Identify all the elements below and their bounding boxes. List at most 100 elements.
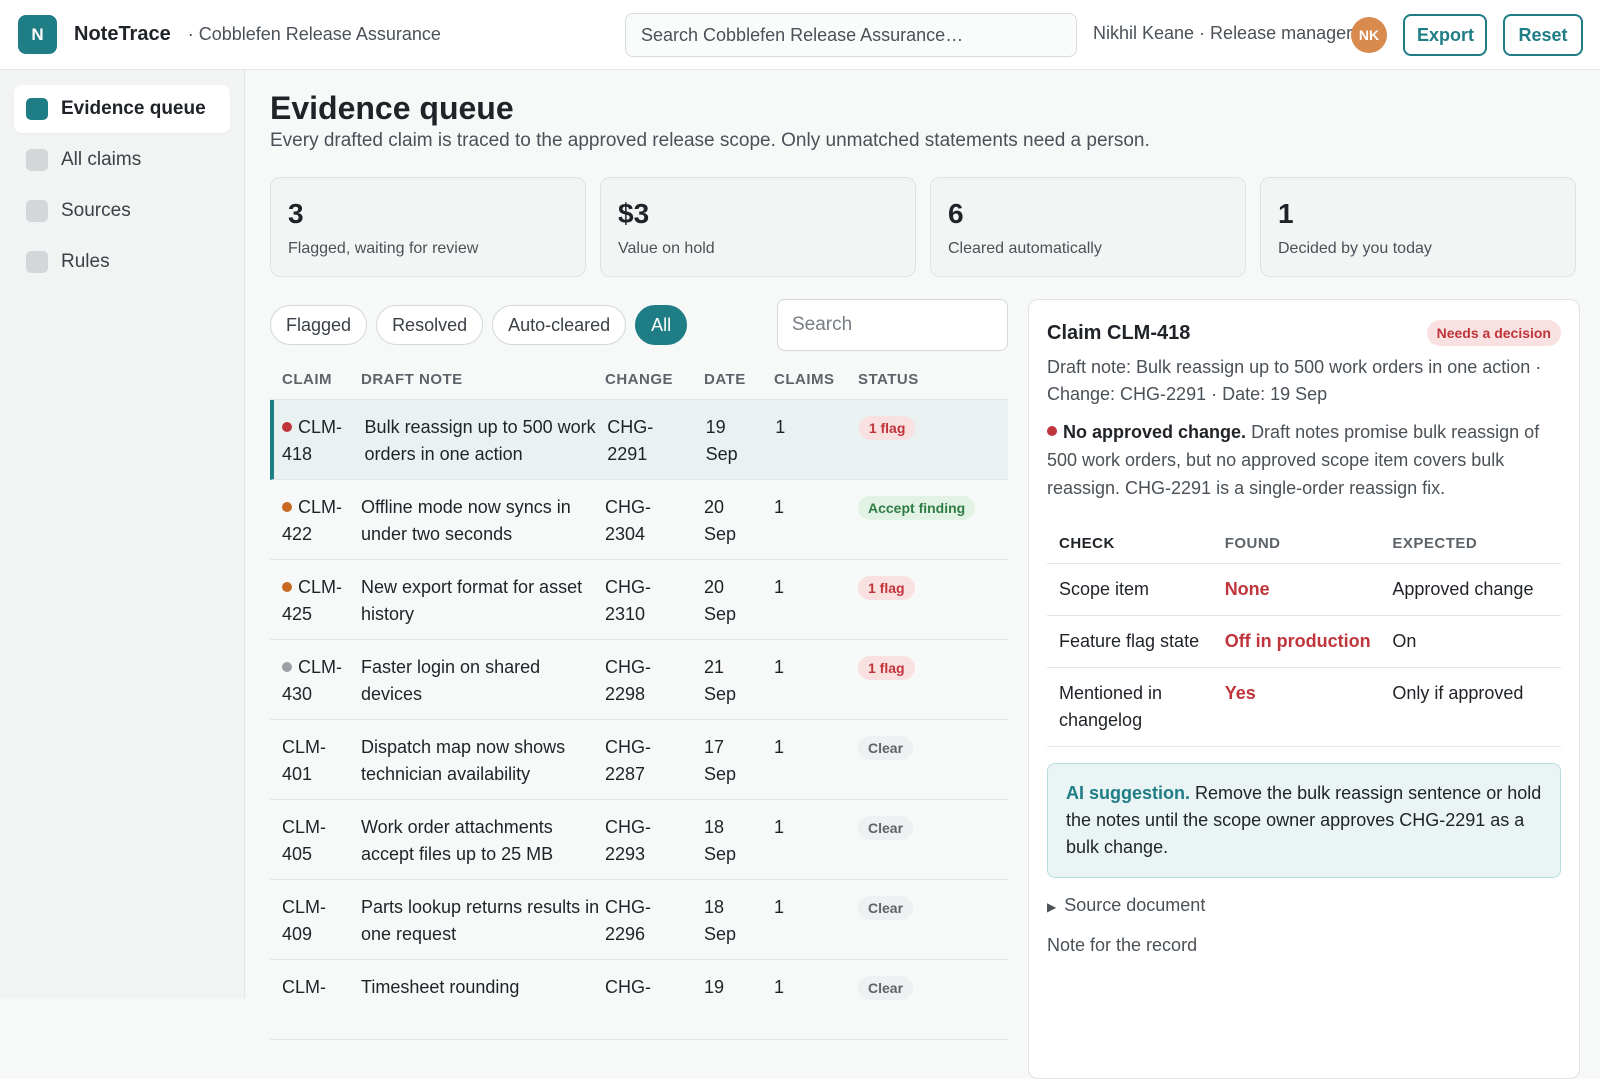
col-status[interactable]: STATUS: [858, 371, 919, 388]
col-draft-note[interactable]: DRAFT NOTE: [361, 371, 463, 388]
claim-date: 21 Sep: [704, 654, 774, 719]
col-date[interactable]: DATE: [704, 371, 746, 388]
filter-auto-cleared[interactable]: Auto-cleared: [492, 305, 627, 345]
date-day: 18: [704, 817, 725, 837]
sidebar-item-sources[interactable]: Sources: [14, 187, 230, 235]
date-day: 18: [704, 897, 725, 917]
stats-row: 3 Flagged, waiting for review $3 Value o…: [270, 177, 1576, 277]
page-subtitle: Every drafted claim is traced to the app…: [270, 130, 1150, 151]
claim-id: CLM- 422: [270, 494, 361, 559]
claim-date: 20 Sep: [704, 494, 774, 559]
change-id-part: 2287: [605, 764, 646, 784]
table-row[interactable]: CLM- 430 Faster login on shared devices CHG…: [270, 640, 1008, 720]
claim-date: 19 Sep: [706, 414, 776, 479]
avatar[interactable]: NK: [1351, 17, 1387, 53]
ai-suggestion: AI suggestion. Remove the bulk reassign …: [1047, 763, 1561, 878]
date-day: 17: [704, 737, 725, 757]
claim-id-part: 405: [282, 844, 313, 864]
claim-id: CLM-: [270, 974, 361, 1039]
export-button[interactable]: Export: [1403, 14, 1487, 56]
claim-id: CLM- 401: [270, 734, 361, 799]
check-name: Scope item: [1059, 579, 1150, 599]
filter-resolved[interactable]: Resolved: [376, 305, 484, 345]
change-id-part: 2296: [605, 924, 646, 944]
check-name: Mentioned in changelog: [1059, 683, 1163, 730]
global-search-input[interactable]: [625, 13, 1077, 57]
source-document-label: Source document: [1064, 895, 1206, 915]
claim-detail-panel: Claim CLM-418 Needs a decision Draft not…: [1028, 299, 1580, 1079]
col-claim[interactable]: CLAIM: [282, 371, 332, 388]
claim-id-part: CLM-: [282, 977, 326, 997]
workspace-name: · Cobblefen Release Assurance: [187, 24, 441, 44]
claim-id-part: CLM-: [298, 577, 342, 597]
user-label: Nikhil Keane · Release manager: [1093, 23, 1353, 43]
sidebar-item-label: Evidence queue: [61, 98, 206, 119]
status-cell: 1 flag: [858, 654, 1008, 719]
col-expected: EXPECTED: [1392, 535, 1478, 552]
draft-note: Work order attachments accept files up t…: [361, 817, 554, 864]
claim-id-part: CLM-: [298, 497, 342, 517]
sidebar-item-all-claims[interactable]: All claims: [14, 136, 230, 184]
draft-note: Parts lookup returns results in one requ…: [361, 897, 600, 944]
change-id: CHG-: [605, 974, 704, 1039]
sidebar-item-label: All claims: [61, 149, 142, 170]
table-search-input[interactable]: [777, 299, 1008, 351]
checks-header: CHECK FOUND EXPECTED: [1047, 524, 1561, 564]
table-row[interactable]: CLM- 425 New export format for asset histo…: [270, 560, 1008, 640]
table-row[interactable]: CLM- 409 Parts lookup returns results in o…: [270, 880, 1008, 960]
change-id-part: 2291: [607, 444, 648, 464]
change-id-part: 2304: [605, 524, 646, 544]
nav-square-icon: [26, 200, 48, 222]
stat-value: $3: [618, 198, 650, 229]
date-day: 19: [704, 977, 725, 997]
change-id: CHG- 2287: [605, 734, 704, 799]
detail-title: Claim CLM-418: [1047, 321, 1191, 344]
change-id: CHG- 2293: [605, 814, 704, 879]
status-badge: Needs a decision: [1426, 320, 1561, 346]
status-cell: Clear: [858, 734, 1008, 799]
claim-id: CLM- 425: [270, 574, 361, 639]
reset-button[interactable]: Reset: [1503, 14, 1583, 56]
sidebar-item-evidence-queue[interactable]: Evidence queue: [14, 85, 230, 133]
status-badge: Clear: [858, 976, 914, 1000]
date-day: 21: [704, 657, 725, 677]
date-month: Sep: [704, 524, 737, 544]
filter-flagged[interactable]: Flagged: [270, 305, 368, 345]
draft-note: Offline mode now syncs in under two seco…: [361, 497, 571, 544]
detail-header: Claim CLM-418 Needs a decision: [1047, 320, 1561, 346]
detail-finding: No approved change. Draft notes promise …: [1047, 418, 1561, 502]
change-id: CHG- 2291: [607, 414, 705, 479]
claims-count: 1: [775, 417, 786, 437]
table-row[interactable]: CLM- Timesheet rounding CHG- 19 1 Clear: [270, 960, 1008, 1040]
table-row[interactable]: CLM- 405 Work order attachments accept fil…: [270, 800, 1008, 880]
checks-table: CHECK FOUND EXPECTED Scope item None App…: [1047, 524, 1561, 747]
table-row[interactable]: CLM- 401 Dispatch map now shows technician…: [270, 720, 1008, 800]
filter-all[interactable]: All: [635, 305, 688, 345]
status-cell: Clear: [858, 974, 1008, 1039]
source-document-toggle[interactable]: ▶ Source document: [1047, 895, 1561, 916]
nav-square-icon: [26, 251, 48, 273]
draft-note: Faster login on shared devices: [361, 657, 541, 704]
stat-label: Decided by you today: [1278, 240, 1432, 257]
col-change[interactable]: CHANGE: [605, 371, 674, 388]
status-badge: Accept finding: [858, 496, 976, 520]
date-day: 19: [705, 417, 726, 437]
status-cell: 1 flag: [858, 414, 1008, 479]
claim-id-part: 401: [282, 764, 313, 784]
col-claims[interactable]: CLAIMS: [774, 371, 835, 388]
status-badge: 1 flag: [858, 576, 915, 600]
claim-id-part: 422: [282, 524, 313, 544]
table-row[interactable]: CLM- 418 Bulk reassign up to 500 work orde…: [270, 400, 1008, 480]
claims-count: 1: [774, 817, 785, 837]
check-row: Feature flag state Off in production On: [1047, 616, 1561, 668]
claim-id-part: 430: [282, 684, 313, 704]
date-day: 20: [704, 577, 725, 597]
draft-note: Timesheet rounding: [361, 977, 520, 997]
sidebar-item-rules[interactable]: Rules: [14, 238, 230, 286]
finding-text: Draft notes promise bulk reassign of 500…: [1047, 422, 1540, 498]
table-header: CLAIM DRAFT NOTE CHANGE DATE CLAIMS STAT…: [270, 360, 1008, 400]
filter-pills: Flagged Resolved Auto-cleared All: [270, 305, 688, 345]
ai-suggestion-text: Remove the bulk reassign sentence or hol…: [1066, 783, 1542, 857]
table-row[interactable]: CLM- 422 Offline mode now syncs in under t…: [270, 480, 1008, 560]
claims-count: 1: [774, 577, 785, 597]
